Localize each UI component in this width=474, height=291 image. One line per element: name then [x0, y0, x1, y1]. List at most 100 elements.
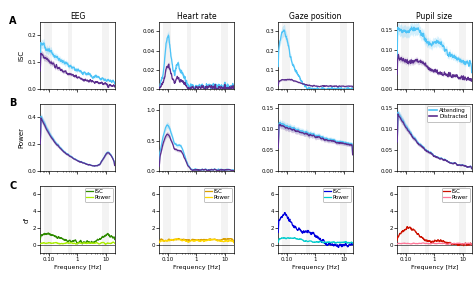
ISC	[394, 239, 400, 242]
Bar	[45, 186, 52, 253]
Line: Power: Power	[397, 243, 472, 244]
X-axis label: Frequency [Hz]: Frequency [Hz]	[292, 265, 339, 270]
Power	[305, 240, 311, 243]
Power	[103, 243, 109, 246]
Power	[469, 242, 474, 246]
ISC	[350, 243, 356, 246]
Power	[444, 243, 450, 246]
Power	[329, 241, 335, 244]
Power	[449, 242, 455, 246]
Power	[186, 240, 192, 244]
ISC	[461, 244, 466, 247]
Line: ISC: ISC	[159, 239, 234, 242]
ISC	[329, 243, 335, 246]
ISC	[84, 240, 90, 243]
Line: Power: Power	[278, 237, 353, 243]
Power	[403, 242, 409, 245]
Bar	[68, 104, 72, 171]
Bar	[459, 22, 466, 89]
ISC	[186, 238, 191, 242]
Bar	[221, 186, 228, 253]
Y-axis label: Power: Power	[18, 127, 25, 148]
Bar	[401, 104, 409, 171]
Title: Heart rate: Heart rate	[177, 12, 216, 21]
ISC	[210, 237, 216, 241]
Power	[112, 242, 118, 245]
Bar	[459, 104, 466, 171]
ISC	[79, 242, 85, 246]
ISC	[282, 211, 287, 214]
Power	[67, 241, 73, 245]
ISC	[305, 229, 311, 232]
Power	[350, 242, 356, 245]
ISC	[156, 241, 162, 244]
Bar	[187, 186, 191, 253]
ISC	[46, 231, 51, 235]
ISC	[231, 239, 237, 243]
Power	[203, 239, 209, 242]
Power	[281, 236, 287, 239]
Line: Power: Power	[159, 239, 234, 243]
Power	[300, 238, 306, 242]
Bar	[340, 186, 347, 253]
Power	[448, 242, 454, 245]
Bar	[102, 186, 109, 253]
Text: C: C	[9, 180, 16, 191]
ISC	[469, 243, 474, 246]
ISC	[46, 232, 52, 235]
ISC	[329, 242, 335, 246]
ISC	[322, 242, 328, 246]
Bar	[283, 186, 290, 253]
ISC	[203, 238, 209, 241]
Text: A: A	[9, 17, 17, 26]
Title: Gaze position: Gaze position	[289, 12, 342, 21]
Power	[210, 238, 216, 241]
ISC	[210, 237, 216, 241]
Line: Power: Power	[40, 242, 115, 244]
ISC	[181, 237, 186, 241]
ISC	[275, 231, 281, 234]
ISC	[67, 238, 73, 242]
Title: Pupil size: Pupil size	[416, 12, 453, 21]
Bar	[45, 104, 52, 171]
Bar	[283, 104, 290, 171]
Bar	[187, 104, 191, 171]
Bar	[102, 22, 109, 89]
Bar	[221, 104, 228, 171]
Power	[156, 241, 162, 244]
Text: B: B	[9, 98, 17, 109]
Title: EEG: EEG	[70, 12, 85, 21]
Power	[91, 242, 97, 245]
ISC	[404, 225, 410, 228]
Bar	[45, 22, 52, 89]
Bar	[68, 186, 72, 253]
ISC	[37, 238, 43, 242]
Bar	[187, 22, 191, 89]
Bar	[459, 186, 466, 253]
Legend: ISC, Power: ISC, Power	[204, 188, 232, 202]
ISC	[91, 240, 97, 244]
Power	[424, 242, 430, 245]
Bar	[221, 22, 228, 89]
Power	[110, 240, 116, 244]
Power	[46, 241, 52, 244]
ISC	[62, 238, 68, 242]
Bar	[306, 22, 310, 89]
ISC	[441, 240, 447, 244]
Bar	[425, 104, 429, 171]
ISC	[92, 240, 98, 244]
Bar	[306, 104, 310, 171]
Bar	[164, 104, 171, 171]
Legend: ISC, Power: ISC, Power	[442, 188, 470, 202]
Bar	[401, 22, 409, 89]
ISC	[228, 237, 233, 240]
Power	[181, 238, 187, 242]
ISC	[419, 235, 425, 239]
Bar	[283, 22, 290, 89]
Bar	[401, 186, 409, 253]
ISC	[448, 242, 454, 246]
Bar	[425, 186, 429, 253]
Power	[165, 239, 171, 243]
Power	[231, 241, 237, 244]
ISC	[403, 228, 409, 231]
